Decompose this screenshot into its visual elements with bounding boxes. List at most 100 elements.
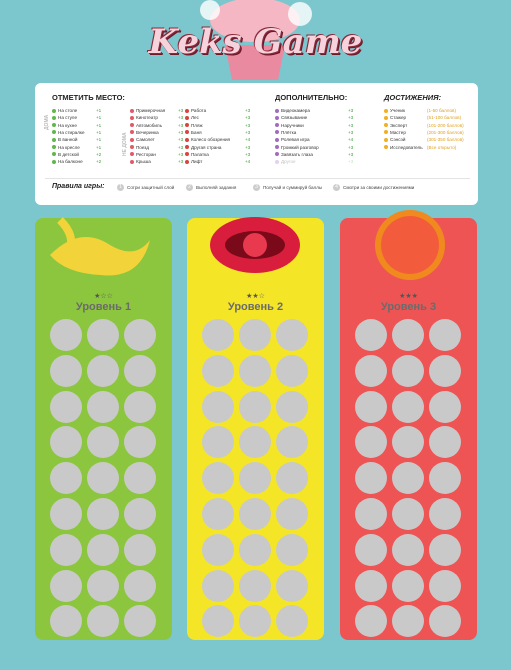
scratch-circle bbox=[392, 390, 424, 423]
extra-name: Видеокамера bbox=[281, 108, 310, 113]
achievement-range: (51-100 баллов) bbox=[427, 115, 462, 121]
scratch-circle bbox=[355, 426, 387, 459]
bullet bbox=[52, 152, 56, 157]
place-name: Лифт bbox=[191, 159, 203, 165]
achievement-name: Ученик bbox=[390, 108, 405, 113]
scratch-circle bbox=[276, 533, 308, 566]
scratch-circle bbox=[50, 319, 82, 351]
bullet bbox=[185, 159, 189, 164]
scratch-circle bbox=[87, 319, 119, 351]
step-number: 1 bbox=[117, 184, 124, 191]
scratch-circle bbox=[87, 605, 119, 638]
scratch-circle bbox=[429, 569, 461, 602]
group-label: НЕ ДОМА bbox=[122, 132, 128, 156]
scratch-circle bbox=[239, 533, 271, 566]
extra-name: Плётка bbox=[281, 129, 297, 135]
step-text: Сотри защитный слой bbox=[127, 185, 175, 190]
achievement-name: Исследователь bbox=[390, 144, 423, 150]
place-name: Автомобиль bbox=[136, 122, 162, 128]
bullet bbox=[185, 115, 189, 120]
bullet bbox=[52, 145, 56, 149]
scratch-circle bbox=[429, 319, 461, 351]
scratch-circle bbox=[355, 354, 387, 387]
bullet bbox=[130, 159, 134, 164]
step-number: 2 bbox=[186, 184, 193, 191]
scratch-circle bbox=[429, 533, 461, 566]
scratch-circle bbox=[239, 569, 271, 602]
place-name: На балконе bbox=[58, 159, 83, 165]
level-stars: ★★☆ bbox=[246, 293, 265, 300]
scratch-circle bbox=[429, 390, 461, 423]
place-name: Лес bbox=[191, 115, 199, 121]
bullet bbox=[130, 115, 134, 120]
place-points: +3 bbox=[178, 108, 184, 113]
place-points: +2 bbox=[96, 151, 102, 157]
scratch-circle bbox=[202, 498, 234, 530]
place-points: +3 bbox=[245, 108, 251, 113]
place-points: +1 bbox=[96, 122, 102, 128]
scratch-circle bbox=[50, 390, 82, 423]
scratch-circle bbox=[202, 533, 234, 566]
places-title: ОТМЕТИТЬ МЕСТО: bbox=[52, 93, 125, 102]
step-number: 3 bbox=[253, 184, 260, 191]
extra-points: +3 bbox=[348, 108, 354, 113]
bullet bbox=[275, 130, 279, 135]
place-name: Кинотеатр bbox=[136, 115, 158, 121]
bullet bbox=[130, 108, 134, 113]
extra-points: +3 bbox=[348, 159, 354, 165]
place-points: +3 bbox=[245, 129, 251, 135]
scratch-circle bbox=[87, 390, 119, 423]
extra-points: +3 bbox=[348, 151, 354, 157]
bullet bbox=[185, 137, 189, 142]
place-name: На столе bbox=[58, 108, 78, 113]
scratch-circle bbox=[124, 390, 156, 423]
extra-name: Громкий разговор bbox=[281, 144, 319, 150]
grapefruit-illustration bbox=[375, 210, 445, 280]
scratch-circle bbox=[392, 426, 424, 459]
step-text: Получай и суммируй баллы bbox=[263, 185, 323, 190]
rules-title: Правила игры: bbox=[52, 183, 105, 190]
divider bbox=[45, 178, 470, 179]
place-name: На кресле bbox=[58, 144, 80, 150]
scratch-circle bbox=[276, 319, 308, 351]
place-name: Работа bbox=[191, 108, 207, 113]
place-name: Крыша bbox=[136, 159, 151, 165]
place-name: На стиралке bbox=[58, 129, 85, 135]
scratch-circle bbox=[276, 605, 308, 638]
scratch-circle bbox=[50, 354, 82, 387]
achievement-name: Стажер bbox=[390, 115, 407, 121]
scratch-circle bbox=[50, 462, 82, 495]
scratch-circle bbox=[124, 569, 156, 602]
place-name: В детской bbox=[58, 151, 79, 157]
achievement-range: (1-50 баллов) bbox=[427, 108, 457, 113]
scratch-circle bbox=[202, 426, 234, 459]
place-name: Баня bbox=[191, 129, 202, 135]
scratch-circle bbox=[355, 462, 387, 495]
scratch-circle bbox=[50, 569, 82, 602]
place-points: +1 bbox=[96, 137, 102, 143]
extra-points: +3 bbox=[348, 115, 354, 121]
scratch-circle bbox=[429, 498, 461, 530]
scratch-circle bbox=[87, 569, 119, 602]
scratch-circle bbox=[355, 605, 387, 638]
place-name: На кухне bbox=[58, 122, 77, 128]
extra-points: +4 bbox=[348, 137, 354, 143]
place-points: +1 bbox=[96, 144, 102, 150]
scratch-circle bbox=[50, 426, 82, 459]
scratch-circle bbox=[124, 354, 156, 387]
bullet bbox=[130, 123, 134, 128]
level-label: Уровень 1 bbox=[75, 301, 132, 313]
extra-points: +3 bbox=[348, 122, 354, 128]
place-name: Колесо обозрения bbox=[191, 137, 231, 143]
scratch-circle bbox=[239, 605, 271, 638]
step-number: 4 bbox=[333, 184, 340, 191]
bullet bbox=[384, 130, 388, 135]
bullet bbox=[384, 137, 388, 142]
bullet bbox=[130, 145, 134, 149]
scratch-circle bbox=[429, 426, 461, 459]
bullet bbox=[384, 145, 388, 149]
scratch-circle bbox=[392, 354, 424, 387]
place-points: +3 bbox=[245, 151, 251, 157]
lips-illustration bbox=[210, 217, 300, 273]
